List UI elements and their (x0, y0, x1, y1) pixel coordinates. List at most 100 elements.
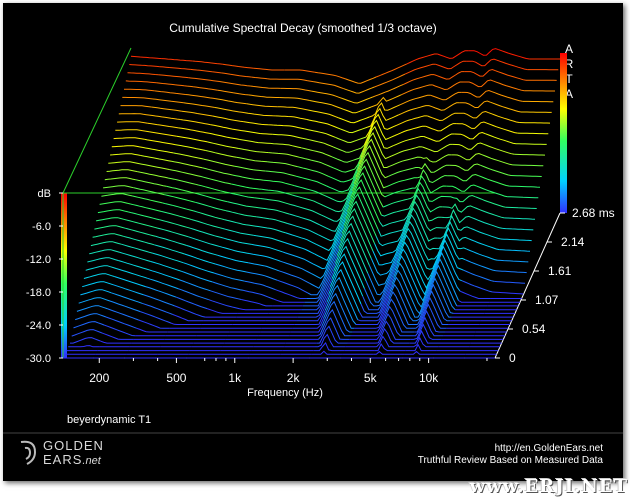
decay-slice-3-segment (248, 95, 279, 98)
decay-slice-0-segment (407, 54, 438, 64)
decay-slice-23-segment (91, 242, 122, 246)
decay-slice-5-segment (429, 103, 460, 110)
decay-slice-3-segment (310, 101, 341, 109)
decay-slice-6-segment (274, 125, 305, 129)
z-tick-label: 0.54 (522, 322, 546, 336)
decay-slice-6-segment (397, 116, 428, 125)
decay-slice-15-segment (228, 202, 259, 208)
decay-slice-5-segment (490, 102, 521, 112)
decay-slice-8-segment (240, 140, 271, 144)
decay-slice-17-segment (440, 216, 471, 230)
decay-slice-11-segment (173, 153, 204, 159)
decay-slice-11-segment (511, 176, 542, 177)
decay-slice-0-segment (162, 59, 193, 61)
x-tick-label: 1k (228, 371, 242, 385)
device-name: beyerdynamic T1 (67, 414, 151, 426)
decay-slice-1-segment (283, 79, 314, 81)
decay-slice-11-segment (204, 159, 235, 166)
decay-slice-9-segment (422, 144, 453, 151)
decay-slice-0-segment (346, 77, 377, 83)
decay-slice-2-segment (158, 75, 189, 78)
decay-slice-28-segment (113, 285, 144, 295)
decay-slice-26-segment (240, 309, 271, 310)
decay-slice-34-segment (72, 330, 103, 337)
footer-tagline: Truthful Review Based on Measured Data (418, 455, 603, 467)
decay-slice-6-segment (305, 129, 336, 137)
decay-slice-23-segment (214, 273, 245, 281)
decay-slice-15-segment (136, 180, 167, 187)
logo-text-bottom: EARS.net (43, 452, 101, 467)
decay-slice-16-segment (288, 224, 319, 235)
decay-slice-20-segment (281, 261, 312, 273)
decay-slice-1-segment (313, 82, 344, 89)
decay-slice-13-segment (139, 164, 170, 170)
decay-slice-18-segment (253, 235, 284, 242)
decay-slice-8-segment (209, 133, 240, 139)
decay-slice-11-segment (480, 165, 511, 175)
decay-slice-7-segment (395, 126, 426, 135)
decay-slice-30-segment (79, 298, 110, 304)
decay-slice-2-segment (128, 73, 159, 75)
decay-slice-7-segment (456, 122, 487, 128)
z-tick-label: 1.61 (548, 264, 572, 278)
decay-slice-21-segment (94, 226, 125, 229)
decay-slice-10-segment (298, 167, 329, 177)
decay-slice-33-segment (289, 335, 320, 336)
y-tick-label: -6.0 (32, 221, 51, 233)
decay-slice-35-segment (409, 331, 440, 343)
decay-slice-14-segment (506, 207, 537, 208)
decay-slice-15-segment (197, 194, 228, 202)
decay-slice-8-segment (455, 133, 486, 139)
y-tick-label: -24.0 (26, 320, 51, 332)
decay-slice-30-segment (110, 301, 141, 312)
chart-frame: Cumulative Spectral Decay (smoothed 1/3 … (3, 3, 623, 481)
decay-slice-14-segment (445, 196, 476, 202)
decay-slice-22-segment (462, 281, 493, 292)
decay-slice-28-segment (175, 306, 206, 317)
decay-slice-2-segment (342, 97, 373, 103)
decay-slice-34-segment (380, 321, 411, 339)
decay-slice-0-segment (499, 50, 530, 59)
decay-slice-26-segment (178, 289, 209, 300)
decay-slice-18-segment (469, 239, 500, 250)
decay-slice-9-segment (238, 148, 269, 152)
decay-slice-21-segment (464, 270, 495, 281)
decay-slice-7-segment (242, 131, 273, 135)
decay-slice-1-segment (497, 60, 528, 69)
decay-slice-5-segment (184, 103, 215, 108)
decay-slice-8-segment (178, 128, 209, 133)
decay-slice-26-segment (86, 266, 117, 271)
decay-slice-4-segment (431, 92, 462, 99)
decay-slice-13-segment (446, 185, 477, 191)
watermark: www.ERJI.NET (470, 476, 628, 497)
decay-slice-1-segment (252, 77, 283, 79)
decay-slice-9-segment (115, 130, 146, 132)
logo-text-top: GOLDEN (43, 438, 104, 453)
decay-slice-15-segment (412, 189, 443, 212)
decay-slice-1-segment (405, 64, 436, 74)
decay-slice-20-segment (465, 260, 496, 271)
decay-slice-4-segment (277, 107, 308, 110)
decay-slice-17-segment (501, 239, 532, 241)
decay-slice-0-segment (223, 64, 254, 68)
decay-curves (63, 49, 560, 358)
decay-slice-21-segment (494, 281, 525, 283)
decay-slice-13-segment (170, 170, 201, 177)
decay-slice-31-segment (108, 309, 139, 320)
decay-slice-16-segment (472, 218, 503, 229)
decay-slice-23-segment (122, 244, 153, 253)
decay-slice-16-segment (134, 188, 165, 195)
decay-slice-10-segment (206, 151, 237, 158)
decay-slice-15-segment (289, 214, 320, 225)
decay-slice-27-segment (207, 309, 238, 314)
decay-slice-17-segment (224, 220, 255, 227)
decay-slice-22-segment (216, 264, 247, 272)
decay-slice-12-segment (172, 161, 203, 168)
decay-slice-7-segment (334, 145, 365, 152)
decay-slice-21-segment (125, 228, 156, 236)
decay-slice-36-segment (315, 335, 346, 347)
decay-slice-31-segment (77, 306, 108, 312)
decay-slice-15-segment (443, 204, 474, 212)
decay-slice-8-segment (301, 148, 332, 157)
decay-slice-24-segment (274, 299, 305, 302)
